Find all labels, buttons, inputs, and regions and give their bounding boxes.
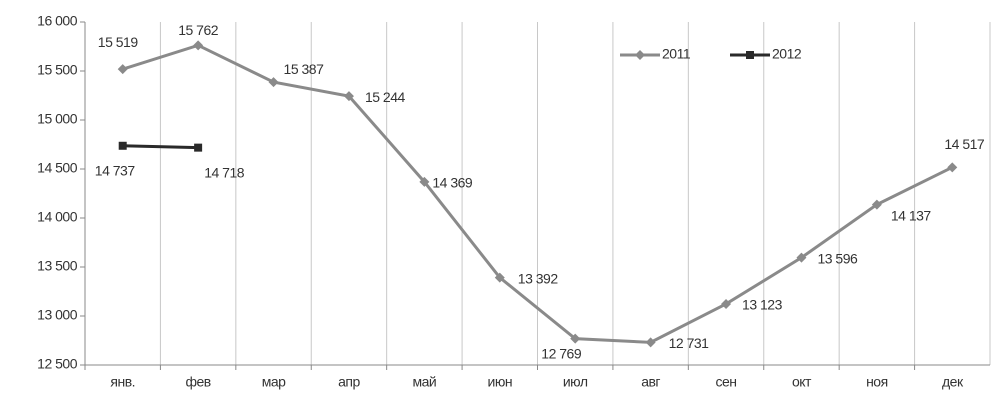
- marker: [796, 252, 807, 263]
- marker: [635, 50, 645, 60]
- y-tick-label: 15 500: [37, 62, 78, 78]
- series-line: [122, 144, 199, 150]
- marker: [268, 77, 279, 88]
- data-label: 13 123: [742, 297, 783, 313]
- x-tick-label: апр: [338, 374, 360, 390]
- data-label: 12 731: [669, 335, 710, 351]
- marker: [419, 176, 430, 187]
- x-tick-label: янв.: [110, 374, 135, 390]
- x-tick-label: мар: [262, 374, 286, 390]
- x-tick-label: дек: [942, 374, 964, 390]
- legend-label: 2011: [662, 46, 691, 62]
- y-tick-label: 14 000: [37, 209, 78, 225]
- x-tick-label: окт: [792, 374, 812, 390]
- marker: [194, 143, 203, 152]
- data-label: 15 519: [98, 34, 139, 50]
- data-label: 15 387: [284, 61, 325, 77]
- data-label: 14 369: [432, 175, 473, 191]
- data-label: 12 769: [541, 345, 582, 361]
- x-tick-label: июл: [563, 374, 588, 390]
- data-label: 14 718: [204, 164, 245, 180]
- marker: [721, 298, 732, 309]
- data-label: 14 737: [95, 162, 136, 178]
- x-tick-label: сен: [716, 374, 737, 390]
- y-tick-label: 14 500: [37, 160, 78, 176]
- marker: [117, 64, 128, 75]
- series-line: [122, 43, 953, 344]
- marker: [746, 51, 754, 59]
- x-tick-label: ноя: [866, 374, 888, 390]
- marker: [570, 333, 581, 344]
- marker: [118, 141, 127, 150]
- y-tick-label: 13 000: [37, 307, 78, 323]
- data-label: 13 596: [817, 250, 858, 266]
- legend-label: 2012: [772, 46, 802, 62]
- data-label: 15 244: [365, 89, 406, 105]
- data-label: 15 762: [178, 22, 219, 38]
- marker: [343, 91, 354, 102]
- y-tick-label: 13 500: [37, 258, 78, 274]
- marker: [494, 272, 505, 283]
- marker: [947, 162, 958, 173]
- x-tick-label: фев: [186, 374, 211, 390]
- marker: [871, 199, 882, 210]
- y-tick-label: 16 000: [37, 13, 78, 29]
- data-label: 14 137: [891, 207, 932, 223]
- data-label: 13 392: [518, 270, 559, 286]
- data-label: 14 517: [944, 136, 985, 152]
- y-tick-label: 12 500: [37, 356, 78, 372]
- x-tick-label: авг: [641, 374, 660, 390]
- marker: [193, 40, 204, 51]
- y-tick-label: 15 000: [37, 111, 78, 127]
- x-tick-label: июн: [488, 374, 513, 390]
- marker: [645, 337, 656, 348]
- x-tick-label: май: [413, 374, 437, 390]
